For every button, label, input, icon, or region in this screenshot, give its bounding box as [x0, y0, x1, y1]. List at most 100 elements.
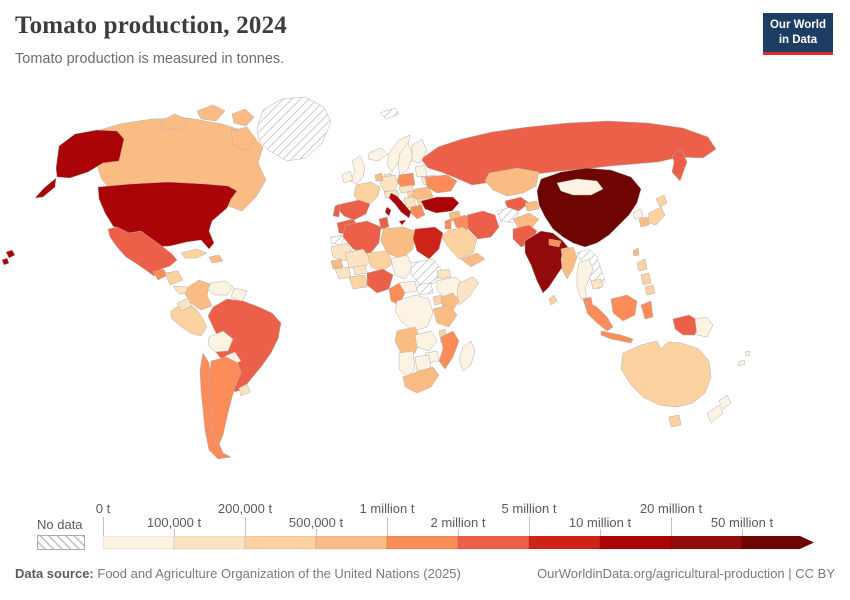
country-cambodia[interactable]: [590, 278, 604, 290]
country-usa-alaska[interactable]: [34, 177, 57, 199]
country-sweden[interactable]: [397, 142, 414, 177]
country-spain[interactable]: [337, 199, 371, 221]
country-uruguay[interactable]: [238, 383, 251, 397]
country-turkey[interactable]: [420, 196, 460, 214]
legend-bin-0[interactable]: [103, 536, 175, 550]
country-argentina[interactable]: [208, 356, 242, 448]
country-afghanistan[interactable]: [512, 212, 540, 230]
country-yemen-oman[interactable]: [460, 252, 486, 268]
country-somalia[interactable]: [456, 276, 480, 306]
country-japan[interactable]: [647, 206, 666, 226]
country-uk[interactable]: [349, 155, 366, 185]
country-kazakhstan[interactable]: [484, 167, 540, 197]
country-philippines[interactable]: [640, 272, 652, 286]
country-indonesia-sulawesi[interactable]: [640, 300, 654, 320]
country-north-korea[interactable]: [632, 208, 644, 220]
owid-logo[interactable]: Our World in Data: [762, 13, 833, 55]
country-baltics[interactable]: [414, 164, 428, 178]
legend-bin-4[interactable]: [386, 536, 459, 550]
country-south-africa[interactable]: [402, 366, 440, 394]
legend-no-data-swatch[interactable]: [37, 535, 85, 550]
country-greece[interactable]: [409, 204, 426, 220]
country-namibia[interactable]: [398, 350, 416, 378]
country-canada[interactable]: [231, 108, 255, 127]
country-new-zealand[interactable]: [718, 394, 732, 410]
country-greenland[interactable]: [256, 96, 332, 162]
country-ecuador[interactable]: [176, 297, 193, 312]
country-burkina-faso[interactable]: [352, 264, 368, 276]
country-russia[interactable]: [420, 120, 717, 186]
country-bolivia[interactable]: [207, 330, 234, 353]
country-libya[interactable]: [380, 226, 416, 260]
footer-link[interactable]: OurWorldinData.org/agricultural-producti…: [537, 566, 835, 581]
country-chad[interactable]: [390, 254, 414, 280]
country-italy-sardinia[interactable]: [384, 206, 392, 217]
legend-bin-8[interactable]: [670, 536, 743, 550]
country-colombia[interactable]: [184, 279, 213, 311]
country-philippines[interactable]: [644, 284, 656, 296]
country-madagascar[interactable]: [458, 340, 476, 372]
country-canada[interactable]: [159, 113, 189, 130]
country-fiji[interactable]: [744, 350, 751, 357]
legend-bin-6[interactable]: [528, 536, 601, 550]
country-thailand[interactable]: [576, 258, 594, 300]
country-honduras-nicaragua[interactable]: [164, 270, 184, 286]
country-mozambique[interactable]: [438, 330, 460, 370]
country-uzbekistan[interactable]: [504, 196, 530, 212]
country-italy[interactable]: [388, 192, 412, 219]
legend-bin-5[interactable]: [457, 536, 530, 550]
country-eritrea[interactable]: [436, 268, 452, 280]
country-usa-alaska[interactable]: [55, 129, 125, 179]
country-taiwan[interactable]: [632, 247, 640, 257]
country-south-korea[interactable]: [638, 216, 650, 228]
country-cuba[interactable]: [180, 248, 208, 259]
country-canada[interactable]: [196, 104, 226, 122]
country-australia[interactable]: [620, 340, 712, 408]
country-mexico[interactable]: [107, 226, 178, 277]
country-philippines[interactable]: [636, 258, 648, 272]
country-new-zealand[interactable]: [706, 404, 724, 424]
country-niger[interactable]: [366, 250, 394, 272]
country-south-sudan[interactable]: [414, 282, 434, 296]
country-iran[interactable]: [466, 210, 500, 240]
country-israel-jordan[interactable]: [444, 218, 452, 230]
country-new-caledonia[interactable]: [737, 359, 746, 367]
country-indonesia-sumatra[interactable]: [584, 300, 614, 332]
country-indonesia-papua[interactable]: [672, 314, 700, 336]
country-venezuela[interactable]: [207, 280, 234, 296]
country-zambia[interactable]: [414, 330, 438, 352]
country-usa-hawaii[interactable]: [5, 249, 16, 259]
country-iceland[interactable]: [367, 147, 389, 162]
legend-bin-9-arrow[interactable]: [800, 536, 814, 549]
country-italy-sicily[interactable]: [398, 219, 407, 226]
country-russia-kamchatka[interactable]: [671, 147, 688, 182]
country-papua-new-guinea[interactable]: [694, 316, 714, 338]
country-angola[interactable]: [394, 326, 422, 354]
country-nepal[interactable]: [548, 238, 562, 248]
country-kyrgyz-tajik[interactable]: [524, 200, 540, 212]
country-sudan[interactable]: [410, 258, 442, 286]
country-myanmar[interactable]: [560, 246, 578, 280]
country-japan[interactable]: [655, 194, 668, 208]
country-france[interactable]: [353, 181, 381, 205]
country-senegal[interactable]: [330, 258, 344, 270]
country-hispaniola[interactable]: [208, 254, 224, 264]
country-india[interactable]: [524, 230, 572, 294]
country-australia-tasmania[interactable]: [668, 414, 682, 428]
legend-bin-3[interactable]: [315, 536, 388, 550]
country-ireland[interactable]: [341, 170, 354, 184]
country-saudi-arabia[interactable]: [441, 226, 478, 260]
country-svalbard[interactable]: [379, 107, 400, 120]
country-canada[interactable]: [230, 126, 257, 152]
country-dr-congo[interactable]: [394, 294, 434, 332]
country-guinea[interactable]: [334, 266, 352, 280]
legend-bin-7[interactable]: [599, 536, 672, 550]
country-benelux[interactable]: [374, 172, 384, 182]
country-portugal[interactable]: [332, 203, 341, 218]
country-ivory-coast-ghana[interactable]: [348, 274, 368, 290]
country-algeria[interactable]: [342, 220, 382, 256]
country-indonesia-borneo[interactable]: [610, 294, 638, 322]
country-sri-lanka[interactable]: [548, 294, 558, 306]
country-ukraine[interactable]: [424, 174, 458, 194]
country-mongolia[interactable]: [556, 178, 604, 196]
